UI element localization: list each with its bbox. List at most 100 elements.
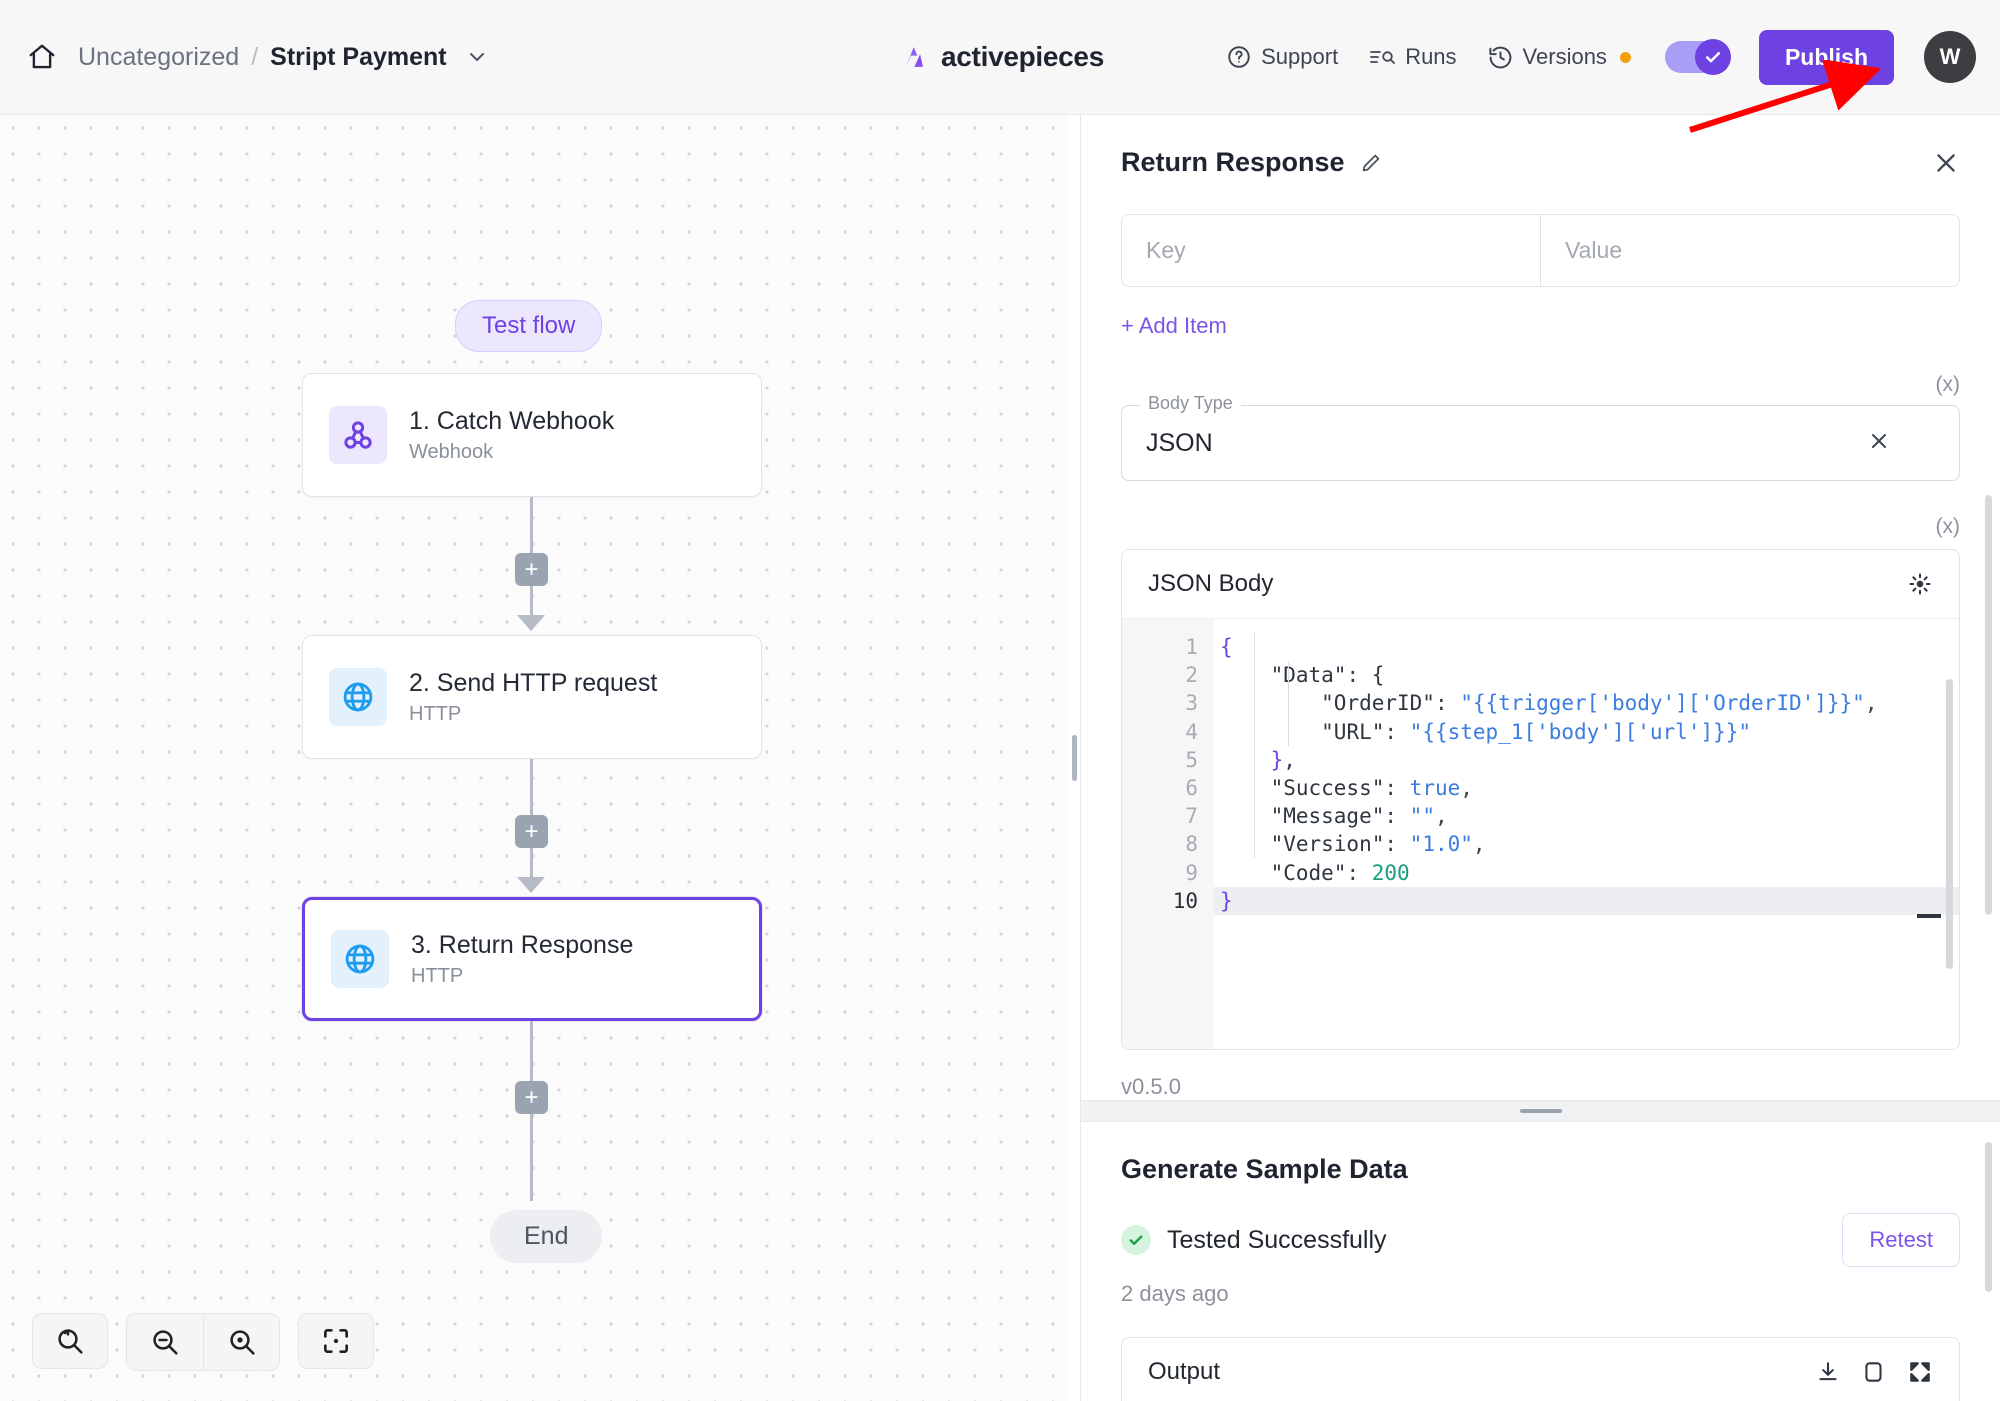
panel-header: Return Response [1081,115,2000,178]
code-line: "Data": { [1270,663,1385,688]
versions-label: Versions [1522,44,1607,69]
flow-node-catch-webhook[interactable]: 1. Catch Webhook Webhook [302,373,762,497]
body-type-controls [1867,429,1935,457]
breadcrumb-parent[interactable]: Uncategorized [78,42,240,71]
avatar[interactable]: W [1924,31,1976,83]
zoom-controls [32,1313,374,1371]
publish-toggle[interactable] [1664,39,1731,75]
test-timestamp: 2 days ago [1121,1281,1229,1306]
topbar-right-group: Support Runs Versions [1226,29,2000,85]
breadcrumb-current[interactable]: Stript Payment [270,42,447,71]
body-type-select[interactable]: Body Type JSON [1121,393,1960,481]
headers-key-value-table: Key Value [1121,214,1960,287]
flow-node-return-response[interactable]: 3. Return Response HTTP [302,897,762,1021]
code-line: }, [1270,747,1296,772]
runs-list-search-icon [1368,44,1396,70]
expand-icon[interactable] [1907,571,1933,597]
header-value-input[interactable]: Value [1540,215,1959,286]
test-flow-button[interactable]: Test flow [455,300,603,352]
panel-top-section: Return Response Key Value [1081,115,2000,1100]
check-circle-icon [1121,1225,1151,1255]
expand-icon[interactable] [1907,1359,1933,1385]
json-body-label: JSON Body [1148,570,1274,597]
webhook-icon [329,406,387,464]
output-header: Output [1122,1338,1959,1401]
breadcrumb-separator: / [251,42,259,71]
code-text-area[interactable]: { "Data": { "OrderID": "{{trigger['body'… [1214,619,1959,1049]
flow-node-subtitle: HTTP [411,964,464,987]
flow-node-subtitle: HTTP [409,702,462,725]
close-icon[interactable] [1932,149,1960,177]
line-number: 8 [1185,832,1198,857]
flow-connector [530,497,533,569]
output-card: Output [1121,1337,1960,1401]
body-type-value: JSON [1146,428,1213,457]
flow-node-send-http-request[interactable]: 2. Send HTTP request HTTP [302,635,762,759]
code-line: { [1220,635,1233,659]
copy-icon[interactable] [1861,1359,1887,1385]
flow-node-text: 1. Catch Webhook Webhook [409,407,614,464]
code-line: "OrderID": "{{trigger['body']['OrderID']… [1321,691,1878,716]
top-bar: Uncategorized / Stript Payment activepie… [0,0,2000,133]
retest-button[interactable]: Retest [1842,1213,1960,1267]
line-number: 10 [1172,888,1198,913]
reset-zoom-icon[interactable] [32,1313,108,1369]
activepieces-logo-icon [905,47,923,67]
globe-icon [331,930,389,988]
download-icon[interactable] [1815,1359,1841,1385]
code-horizontal-scrollbar[interactable] [1917,914,1941,918]
line-number: 1 [1185,635,1198,659]
topbar-left-group: Uncategorized / Stript Payment [0,39,489,75]
publish-button[interactable]: Publish [1758,29,1894,85]
json-body-header: JSON Body [1122,550,1959,619]
history-clock-icon [1487,44,1514,71]
flow-node-title: 3. Return Response [411,930,634,959]
json-body-code-area[interactable]: 1 2 3 4 5 6 7 8 9 10 [1122,619,1959,1049]
clear-x-icon[interactable] [1867,429,1891,457]
pencil-icon[interactable] [1359,151,1383,175]
sample-data-scrollbar[interactable] [1985,1142,1992,1292]
support-button[interactable]: Support [1226,44,1338,70]
add-step-button-2[interactable]: + [515,815,548,848]
toggle-knob-check-icon [1694,39,1731,75]
code-line: } [1214,886,1959,915]
flow-canvas[interactable]: Test flow 1. Catch Webhook Webhook [0,115,1068,1401]
brand-name: activepieces [941,41,1104,72]
globe-icon [329,668,387,726]
output-title: Output [1148,1358,1221,1385]
code-line: "Success": true, [1270,775,1473,800]
flow-node-title: 1. Catch Webhook [409,406,615,435]
versions-button[interactable]: Versions [1487,44,1631,71]
breadcrumb: Uncategorized / Stript Payment [78,43,489,72]
test-status-label: Tested Successfully [1167,1225,1387,1254]
home-icon[interactable] [24,39,60,75]
line-number: 2 [1185,663,1198,688]
add-step-button-1[interactable]: + [515,553,548,586]
fit-view-icon[interactable] [298,1313,374,1369]
add-step-button-3[interactable]: + [515,1081,548,1114]
flow-arrowhead [517,615,545,631]
code-vertical-scrollbar[interactable] [1946,679,1953,969]
code-line: "Version": "1.0", [1270,832,1486,857]
zoom-in-icon[interactable] [203,1314,279,1370]
panel-resize-handle[interactable] [1068,115,1080,1401]
panel-horizontal-resize-handle[interactable] [1081,1100,2000,1122]
runs-button[interactable]: Runs [1368,44,1457,70]
zoom-out-icon[interactable] [127,1314,203,1370]
flow-node-subtitle: Webhook [409,440,494,463]
header-key-input[interactable]: Key [1146,237,1186,263]
zoom-in-out-group [126,1313,280,1371]
add-item-button[interactable]: + Add Item [1121,313,1227,338]
flow-end-node: End [490,1210,603,1263]
json-body-variable-button[interactable]: (x) [1935,515,1961,538]
panel-scrollbar[interactable] [1985,495,1992,915]
body-type-variable-button[interactable]: (x) [1935,373,1961,396]
chevron-down-icon[interactable] [465,45,489,69]
support-label: Support [1261,44,1339,69]
piece-version: v0.5.0 [1121,1074,1181,1099]
line-number: 5 [1185,747,1198,772]
panel-title: Return Response [1121,147,1345,177]
flow-connector [530,848,533,884]
help-circle-icon [1226,44,1252,70]
brand-logo: activepieces [896,40,1104,74]
